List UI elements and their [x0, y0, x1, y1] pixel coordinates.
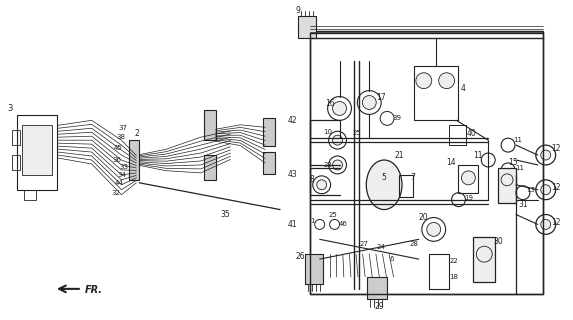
Text: 45: 45: [114, 145, 123, 151]
Text: 36: 36: [112, 157, 121, 163]
Circle shape: [461, 171, 476, 185]
Ellipse shape: [366, 160, 402, 210]
Text: 18: 18: [449, 274, 458, 280]
Text: 46: 46: [339, 221, 348, 228]
Text: 11: 11: [513, 137, 523, 143]
Text: 30: 30: [493, 237, 503, 246]
Bar: [414, 66, 458, 120]
Circle shape: [332, 135, 343, 145]
Bar: [263, 118, 275, 146]
Bar: [24, 190, 36, 200]
Bar: [204, 155, 215, 180]
Text: 33: 33: [119, 164, 128, 170]
Bar: [22, 125, 52, 175]
Bar: [473, 237, 495, 282]
Bar: [310, 31, 543, 294]
Bar: [13, 130, 20, 145]
Text: 39: 39: [393, 116, 402, 121]
Bar: [458, 165, 478, 193]
Text: 8: 8: [309, 175, 314, 184]
Text: 11: 11: [473, 150, 483, 160]
Bar: [399, 175, 413, 197]
Text: 38: 38: [116, 134, 125, 140]
Text: 25: 25: [353, 130, 362, 136]
Text: 12: 12: [551, 144, 560, 153]
Text: 21: 21: [394, 150, 404, 160]
Text: 42: 42: [287, 116, 297, 125]
Bar: [498, 168, 516, 203]
Text: 29: 29: [374, 302, 384, 311]
Text: 4: 4: [461, 84, 466, 93]
Text: 26: 26: [295, 252, 305, 261]
Text: 3: 3: [7, 104, 13, 113]
Circle shape: [541, 220, 551, 229]
Text: 2: 2: [135, 129, 140, 138]
Bar: [17, 116, 57, 190]
Circle shape: [427, 222, 441, 236]
Bar: [204, 110, 215, 140]
Text: 12: 12: [551, 183, 560, 192]
Text: 5: 5: [382, 173, 387, 182]
Text: 28: 28: [410, 241, 418, 247]
Text: 34: 34: [117, 172, 126, 178]
Text: 12: 12: [551, 218, 560, 227]
Text: 6: 6: [390, 256, 394, 262]
Text: 31: 31: [518, 200, 528, 209]
Text: 40: 40: [466, 129, 476, 138]
Text: 41: 41: [287, 220, 297, 229]
Text: 10: 10: [323, 129, 332, 135]
Text: 32: 32: [111, 190, 120, 196]
Text: 24: 24: [377, 244, 386, 250]
Text: 16: 16: [325, 99, 335, 108]
Bar: [449, 125, 466, 145]
Text: 11: 11: [516, 165, 524, 171]
Text: 44: 44: [115, 180, 124, 186]
Text: 19: 19: [464, 195, 473, 201]
Circle shape: [332, 160, 343, 170]
Text: 25: 25: [328, 212, 337, 218]
Text: 27: 27: [360, 241, 369, 247]
Bar: [263, 152, 275, 174]
Bar: [13, 155, 20, 170]
Text: 17: 17: [376, 93, 386, 102]
Text: 35: 35: [221, 210, 230, 219]
Circle shape: [439, 73, 454, 89]
Text: 22: 22: [449, 258, 458, 264]
Text: 23: 23: [323, 162, 332, 168]
Bar: [298, 16, 316, 38]
Bar: [305, 254, 323, 284]
Circle shape: [541, 150, 551, 160]
Text: 7: 7: [410, 173, 415, 182]
Text: 9: 9: [296, 6, 300, 15]
Bar: [367, 277, 387, 299]
Text: 20: 20: [419, 213, 429, 222]
Circle shape: [332, 101, 347, 116]
Text: 13: 13: [527, 187, 535, 193]
Text: FR.: FR.: [85, 285, 103, 295]
Text: 43: 43: [287, 170, 297, 180]
Circle shape: [416, 73, 431, 89]
Circle shape: [541, 185, 551, 195]
Text: 15: 15: [508, 158, 518, 167]
Bar: [129, 140, 139, 180]
Text: 1: 1: [311, 219, 315, 224]
Bar: [429, 254, 449, 289]
Circle shape: [362, 96, 376, 109]
Text: 14: 14: [446, 158, 456, 167]
Text: 37: 37: [118, 125, 127, 131]
Circle shape: [317, 180, 327, 190]
